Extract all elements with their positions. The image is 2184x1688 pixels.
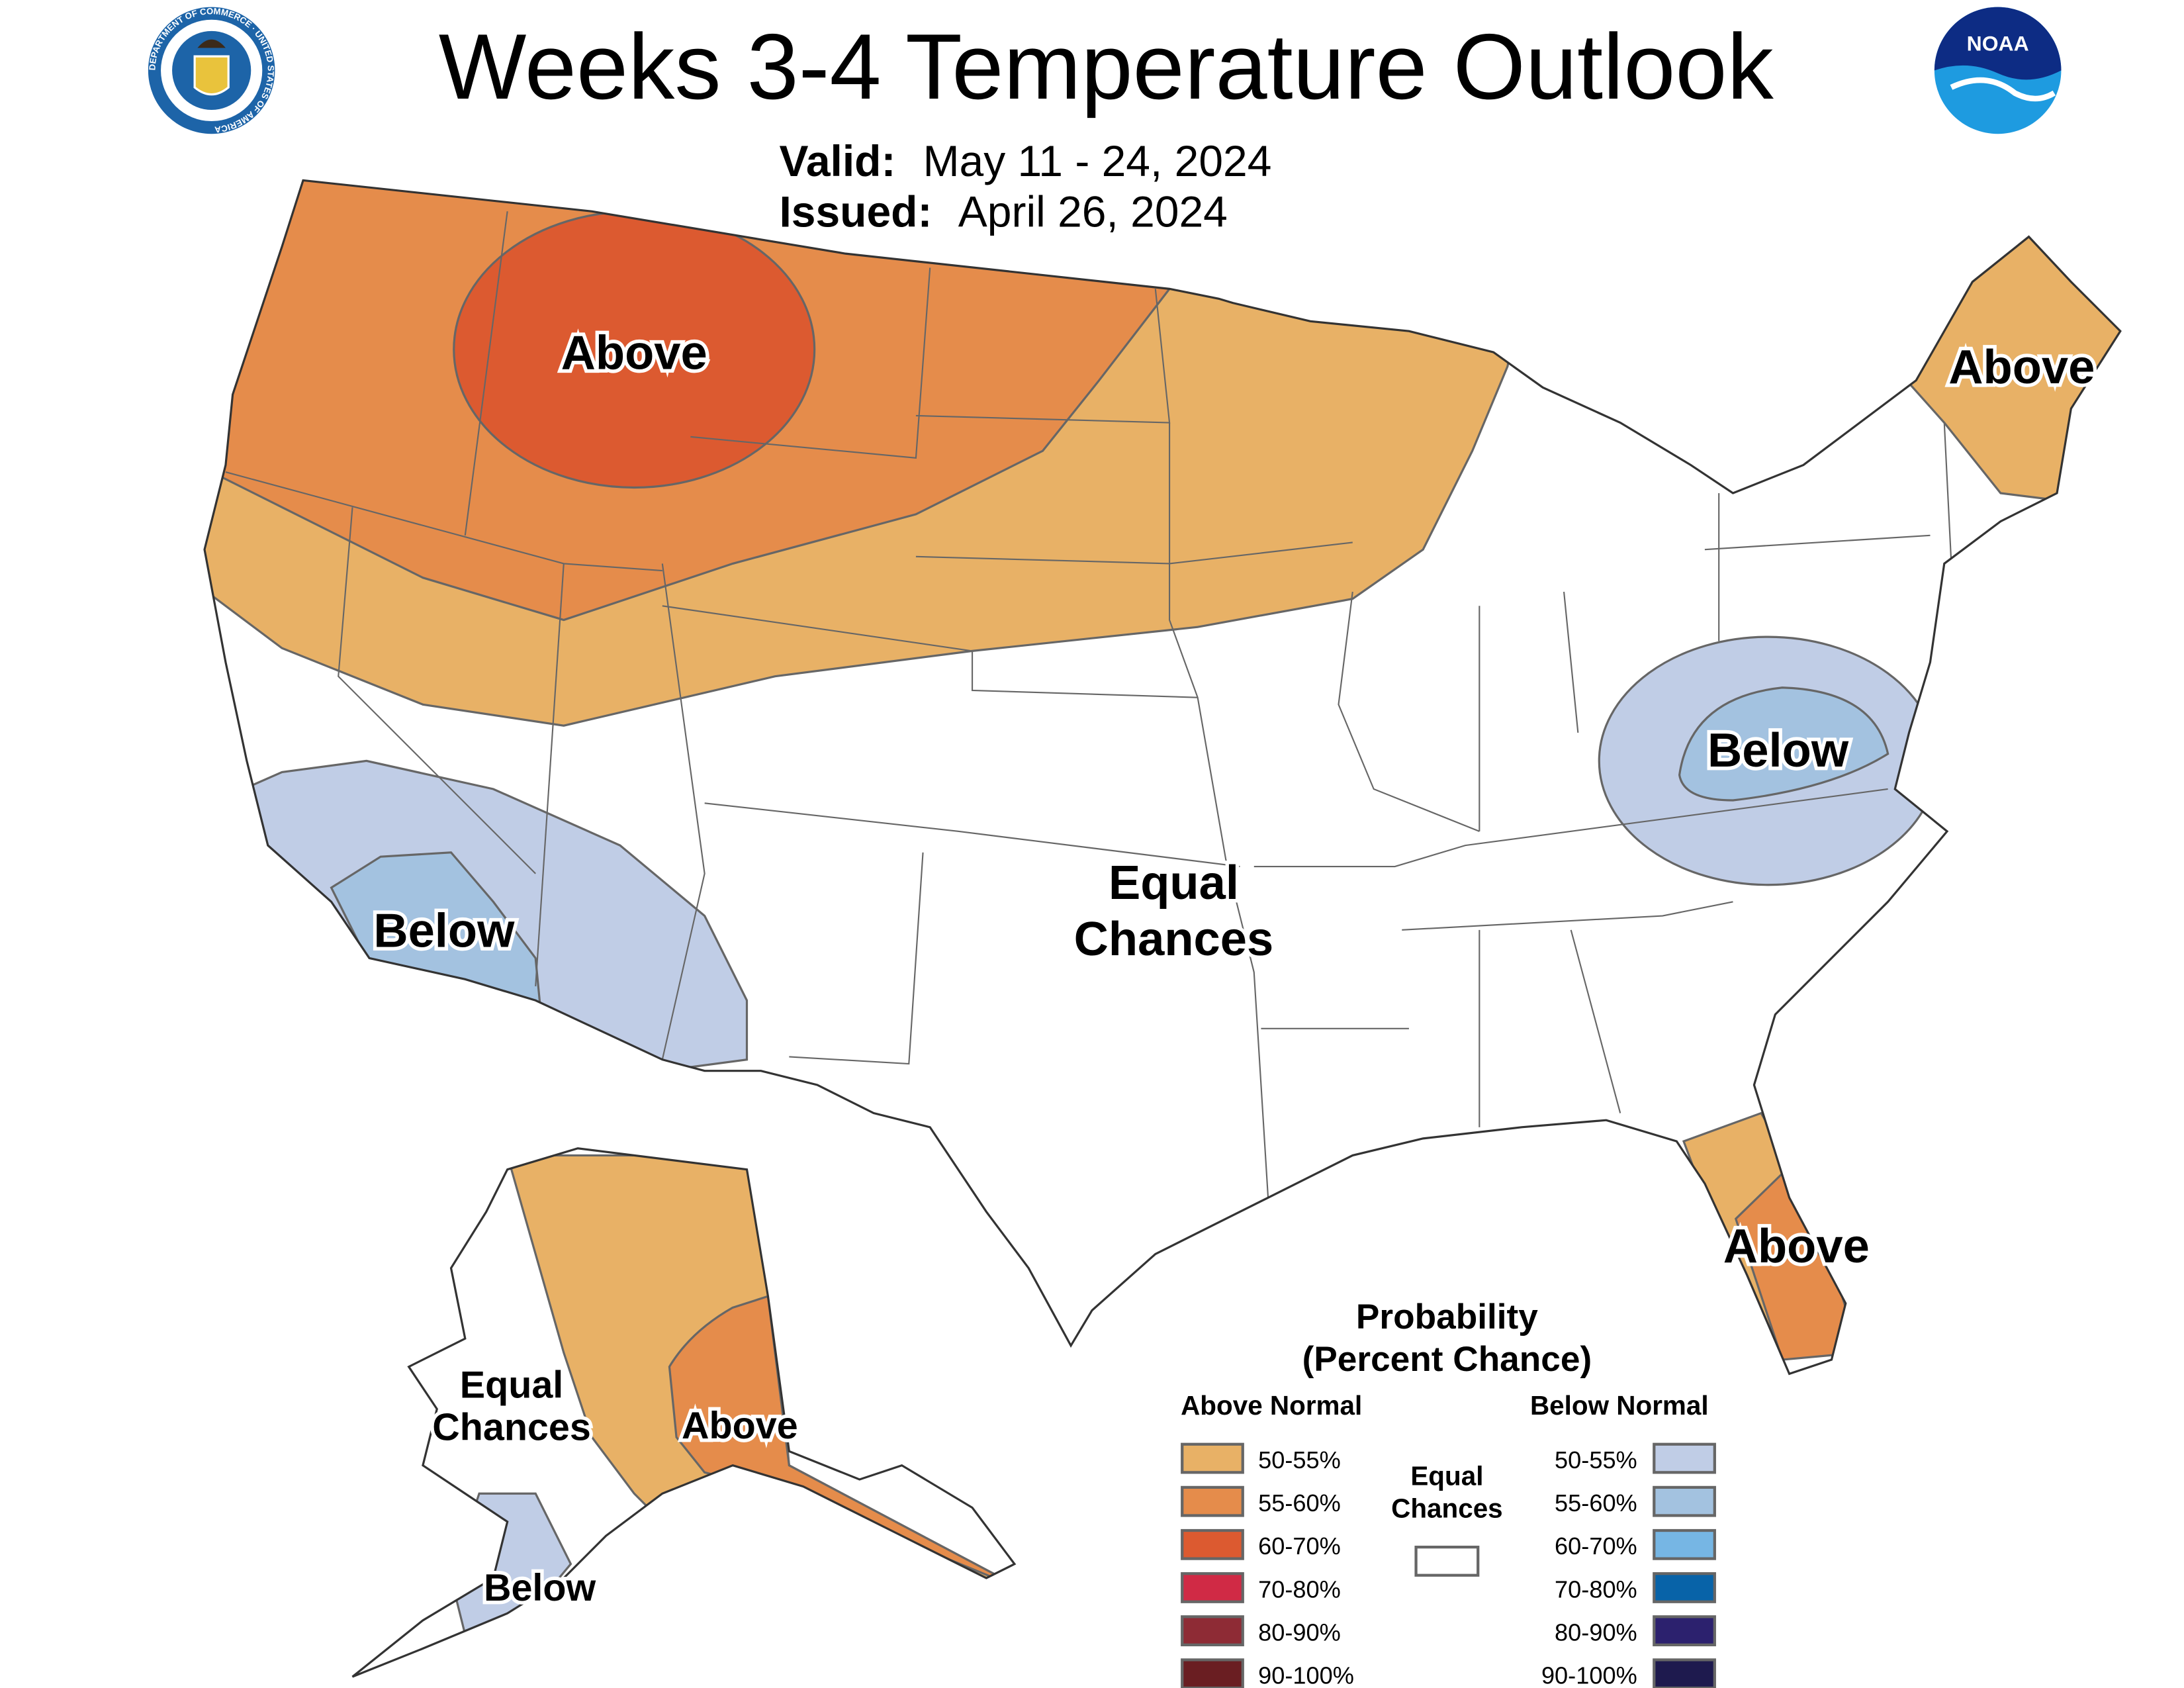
- label-alaska-chances: Chances: [432, 1406, 591, 1448]
- legend-swatch: [1181, 1485, 1244, 1517]
- legend-swatch: [1181, 1442, 1244, 1474]
- noaa-logo: NOAA: [1934, 7, 2062, 134]
- legend-swatch: [1181, 1615, 1244, 1646]
- legend-swatch: [1653, 1485, 1716, 1517]
- legend-above-item: 80-90%: [1181, 1615, 1341, 1646]
- legend-below-item: 50-55%: [1555, 1442, 1716, 1474]
- legend-swatch: [1653, 1442, 1716, 1474]
- legend-range-label: 50-55%: [1555, 1446, 1637, 1474]
- legend-below-item: 80-90%: [1555, 1615, 1716, 1646]
- issued-date: April 26, 2024: [958, 187, 1228, 236]
- state-borders: [225, 211, 1952, 1198]
- noaa-logo-text: NOAA: [1967, 32, 2029, 56]
- legend-range-label: 80-90%: [1258, 1618, 1341, 1646]
- legend-above-item: 60-70%: [1181, 1528, 1341, 1560]
- legend-range-label: 80-90%: [1555, 1618, 1637, 1646]
- label-alaska-equal: Equal: [460, 1364, 563, 1407]
- label-alaska-below: Below: [484, 1567, 596, 1609]
- legend-above-header: Above Normal: [1181, 1390, 1362, 1421]
- legend-range-label: 55-60%: [1555, 1489, 1637, 1517]
- legend-chances-label: Chances: [1391, 1493, 1503, 1523]
- legend-range-label: 70-80%: [1258, 1575, 1341, 1603]
- legend-range-label: 90-100%: [1541, 1662, 1637, 1688]
- map-title: Weeks 3-4 Temperature Outlook: [439, 15, 1774, 118]
- legend: Probability (Percent Chance) Above Norma…: [1181, 1297, 1716, 1688]
- legend-below-item: 90-100%: [1541, 1658, 1716, 1688]
- label-equal: Equal: [1109, 856, 1239, 910]
- legend-swatch: [1181, 1528, 1244, 1560]
- legend-below-item: 70-80%: [1555, 1572, 1716, 1603]
- alaska-map: [351, 1147, 1017, 1678]
- legend-above-item: 55-60%: [1181, 1485, 1341, 1517]
- legend-swatch: [1653, 1528, 1716, 1560]
- legend-above-item: 90-100%: [1181, 1658, 1354, 1688]
- legend-swatch: [1653, 1615, 1716, 1646]
- legend-range-label: 50-55%: [1258, 1446, 1341, 1474]
- legend-equal-swatch: [1414, 1546, 1480, 1577]
- legend-above-item: 50-55%: [1181, 1442, 1341, 1474]
- legend-range-label: 60-70%: [1555, 1532, 1637, 1560]
- legend-swatch: [1181, 1572, 1244, 1603]
- label-florida-above: Above: [1723, 1219, 1870, 1273]
- label-east-below: Below: [1707, 724, 1849, 777]
- legend-swatch: [1653, 1572, 1716, 1603]
- legend-above-list: 50-55% 55-60% 60-70% 70-80% 80-90% 90-100%: [1181, 1442, 1354, 1688]
- legend-below-item: 60-70%: [1555, 1528, 1716, 1560]
- label-northwest-above: Above: [561, 326, 707, 380]
- legend-range-label: 70-80%: [1555, 1575, 1637, 1603]
- legend-range-label: 90-100%: [1258, 1662, 1354, 1688]
- legend-range-label: 55-60%: [1258, 1489, 1341, 1517]
- label-northeast-above: Above: [1948, 340, 2095, 394]
- legend-below-item: 55-60%: [1555, 1485, 1716, 1517]
- legend-above-item: 70-80%: [1181, 1572, 1341, 1603]
- legend-equal-label: Equal: [1410, 1460, 1483, 1491]
- label-southwest-below: Below: [373, 904, 515, 957]
- valid-label: Valid:: [779, 136, 895, 185]
- region-below-55-60-east: [1678, 686, 1889, 802]
- legend-title: Probability: [1356, 1297, 1538, 1336]
- legend-subtitle: (Percent Chance): [1302, 1340, 1592, 1379]
- commerce-seal-logo: DEPARTMENT OF COMMERCE · UNITED STATES O…: [147, 6, 276, 134]
- label-chances: Chances: [1074, 912, 1274, 966]
- valid-dates: May 11 - 24, 2024: [923, 136, 1272, 185]
- label-alaska-above: Above: [682, 1405, 798, 1447]
- legend-swatch: [1181, 1658, 1244, 1688]
- legend-range-label: 60-70%: [1258, 1532, 1341, 1560]
- legend-below-header: Below Normal: [1530, 1390, 1709, 1421]
- legend-below-list: 50-55% 55-60% 60-70% 70-80% 80-90% 90-100%: [1541, 1442, 1716, 1688]
- legend-swatch: [1653, 1658, 1716, 1688]
- issued-label: Issued:: [779, 187, 932, 236]
